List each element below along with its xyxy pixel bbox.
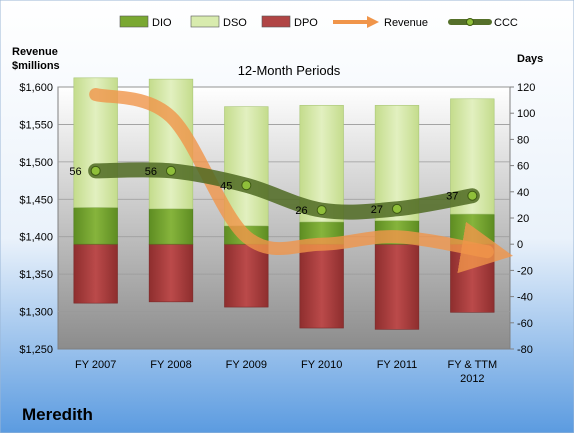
dpo-bar [224, 243, 269, 308]
company-name: Meredith [22, 405, 93, 424]
dpo-bar [299, 243, 344, 329]
ccc-marker [316, 205, 327, 216]
dpo-bar [148, 243, 194, 303]
right-tick-label: -20 [517, 265, 533, 277]
ccc-marker [166, 165, 176, 176]
legend-label-dso: DSO [223, 17, 247, 29]
legend-swatch-dso [190, 15, 220, 28]
chart-title: 12-Month Periods [238, 63, 341, 78]
plot-area [57, 86, 511, 350]
category-label-line: 2012 [460, 373, 484, 385]
ccc-marker [90, 165, 101, 176]
legend-arrowhead [367, 16, 379, 28]
right-tick-label: 0 [517, 239, 523, 251]
dpo-bar [73, 243, 118, 304]
legend-label-revenue: Revenue [384, 17, 428, 29]
ccc-data-label: 56 [145, 166, 157, 178]
ccc-line [88, 162, 480, 220]
ccc-data-label: 27 [371, 204, 383, 216]
right-tick-label: 40 [517, 187, 529, 199]
left-axis-label-line2: $millions [12, 60, 60, 72]
ccc-data-label: 26 [295, 205, 307, 217]
right-tick-label: -60 [517, 318, 533, 330]
right-tick-label: -80 [517, 344, 533, 356]
ccc-data-label: 56 [69, 166, 81, 178]
left-axis-label-line1: Revenue [12, 46, 58, 58]
ccc-data-label: 45 [220, 180, 232, 192]
right-tick-label: 100 [517, 108, 535, 120]
category-labels: FY 2007 FY 2008 FY 2009 FY 2010 FY 2011 FY & … [75, 359, 497, 385]
left-tick-label: $1,350 [19, 269, 53, 281]
right-tick-label: 60 [517, 161, 529, 173]
legend-swatch-dpo [261, 15, 291, 28]
ccc-marker [392, 203, 402, 214]
category-label: FY 2011 [377, 359, 418, 371]
category-label: FY 2007 [75, 359, 116, 371]
legend-ccc-marker [466, 18, 474, 26]
left-tick-label: $1,500 [19, 157, 53, 169]
dso-bar [224, 106, 269, 227]
ccc-data-label: 37 [446, 191, 458, 203]
left-tick-label: $1,400 [19, 232, 53, 244]
revenue-line [89, 87, 513, 274]
left-tick-label: $1,550 [19, 119, 53, 131]
category-label: FY 2008 [150, 359, 191, 371]
right-axis-ticks: -80 -60 -40 -20 0 20 40 60 80 100 120 [510, 82, 535, 356]
left-axis-ticks: $1,250 $1,300 $1,350 $1,400 $1,450 $1,500 $1,5… [19, 82, 53, 356]
category-label-line: FY & TTM [447, 359, 497, 371]
right-axis-label: Days [517, 53, 543, 65]
left-tick-label: $1,600 [19, 82, 53, 94]
ccc-marker [467, 190, 478, 201]
legend: DIO DSO DPO Revenue CCC [119, 15, 518, 29]
gridlines [58, 86, 510, 312]
left-tick-label: $1,450 [19, 194, 53, 206]
left-tick-label: $1,250 [19, 344, 53, 356]
legend-label-ccc: CCC [494, 17, 518, 29]
line-series: 56 56 45 26 27 37 [69, 87, 513, 274]
category-label: FY 2009 [226, 359, 267, 371]
left-tick-label: $1,300 [19, 307, 53, 319]
category-label: FY & TTM 2012 [447, 359, 497, 385]
category-label: FY 2010 [301, 359, 342, 371]
dio-bar [148, 208, 194, 245]
right-tick-label: 80 [517, 134, 529, 146]
dpo-bar [374, 243, 420, 330]
dio-bar [73, 207, 118, 245]
ccc-marker [241, 180, 252, 191]
right-tick-label: 20 [517, 213, 529, 225]
right-tick-label: 120 [517, 82, 535, 94]
legend-label-dpo: DPO [294, 17, 318, 29]
legend-swatch-dio [119, 15, 149, 28]
legend-label-dio: DIO [152, 17, 172, 29]
right-tick-label: -40 [517, 292, 533, 304]
bar-series [73, 77, 495, 330]
